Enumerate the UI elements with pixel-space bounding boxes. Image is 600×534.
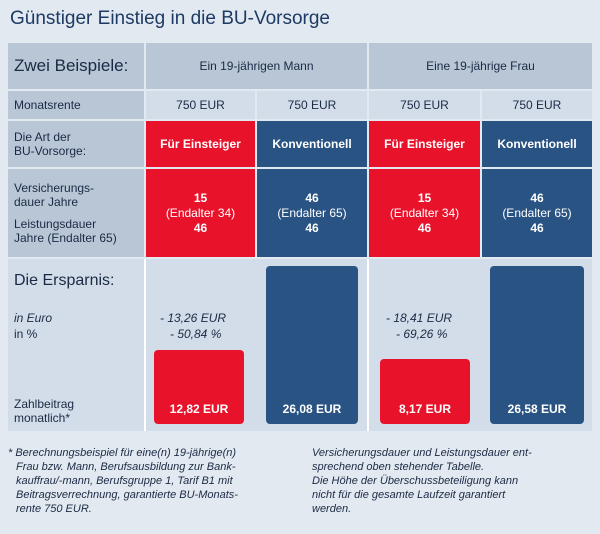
art-label-line: BU-Vorsorge: (14, 144, 87, 158)
footnote-left: * Berechnungsbeispiel für eine(n) 19-jäh… (8, 446, 298, 516)
leistung-value: 46 (530, 220, 544, 235)
art-label-line: Die Art der (14, 130, 71, 144)
ersparnis-woman-euro: - 18,41 EUR (386, 311, 453, 325)
footnote-line: rente 750 EUR. (16, 503, 92, 515)
divider (144, 259, 146, 431)
footnote-line: nicht für die gesamte Laufzeit garantier… (312, 489, 506, 501)
art-cell-einsteiger: Für Einsteiger (146, 121, 255, 167)
footnote-line: Beitragsverrechnung, garantierte BU-Mona… (16, 489, 238, 501)
leistung-value: 46 (305, 220, 319, 235)
zahlbeitrag-label-line: monatlich* (14, 411, 71, 425)
column-header-man: Ein 19-jährigen Mann (146, 43, 367, 89)
footnote-line: sprechend oben stehender Tabelle. (312, 461, 485, 473)
versicherung-value: 15 (417, 190, 432, 205)
ersparnis-woman-pct: - 69,26 % (396, 327, 448, 341)
footnote-line: Versicherungsdauer und Leistungsdauer en… (312, 447, 532, 459)
ersparnis-man-euro: - 13,26 EUR (160, 311, 227, 325)
endalter-value: (Endalter 34) (389, 205, 460, 220)
footnote-line: * Berechnungsbeispiel für eine(n) 19-jäh… (8, 447, 237, 459)
endalter-value: (Endalter 65) (502, 205, 572, 220)
footnote-line: Die Höhe der Überschussbeteiligung kann (312, 475, 519, 487)
art-cell-konventionell: Konventionell (257, 121, 367, 167)
bar-man-konventionell: 26,08 EUR (266, 266, 358, 424)
monatsrente-cell: 750 EUR (482, 91, 592, 119)
column-header-woman: Eine 19-jährige Frau (369, 43, 592, 89)
monatsrente-cell: 750 EUR (369, 91, 480, 119)
dauer-label-line: Versicherungs- (14, 181, 95, 195)
dauer-cell: 15 (Endalter 34) 46 (369, 169, 480, 257)
footnote-line: kauffrau/-mann, Berufsgruppe 1, Tarif B1… (16, 475, 233, 487)
versicherung-value: 15 (193, 190, 208, 205)
bar-woman-einsteiger: 8,17 EUR (380, 359, 470, 424)
monatsrente-label: Monatsrente (8, 91, 144, 119)
versicherung-value: 46 (305, 190, 319, 205)
endalter-value: (Endalter 65) (277, 205, 347, 220)
ersparnis-label-pct: in % (14, 327, 38, 341)
dauer-label: Versicherungs- dauer Jahre Leistungsdaue… (8, 169, 144, 257)
leistung-value: 46 (193, 220, 208, 235)
examples-label: Zwei Beispiele: (8, 43, 144, 89)
footnote-line: werden. (312, 503, 352, 515)
ersparnis-label-euro: in Euro (14, 311, 53, 325)
art-cell-konventionell: Konventionell (482, 121, 592, 167)
dauer-cell: 46 (Endalter 65) 46 (257, 169, 367, 257)
ersparnis-man-pct: - 50,84 % (170, 327, 222, 341)
endalter-value: (Endalter 34) (165, 205, 236, 220)
monatsrente-cell: 750 EUR (146, 91, 255, 119)
footnote-right: Versicherungsdauer und Leistungsdauer en… (312, 446, 594, 516)
footnote-line: Frau bzw. Mann, Berufsausbildung zur Ban… (16, 461, 236, 473)
page-title: Günstiger Einstieg in die BU-Vorsorge (10, 8, 330, 29)
dauer-label-line: dauer Jahre (14, 195, 79, 209)
bar-man-einsteiger: 12,82 EUR (154, 350, 244, 424)
art-cell-einsteiger: Für Einsteiger (369, 121, 480, 167)
dauer-cell: 46 (Endalter 65) 46 (482, 169, 592, 257)
zahlbeitrag-label: Zahlbeitrag monatlich* (14, 397, 74, 425)
art-label: Die Art der BU-Vorsorge: (8, 121, 144, 167)
dauer-cell: 15 (Endalter 34) 46 (146, 169, 255, 257)
dauer-label-line: Jahre (Endalter 65) (14, 231, 117, 245)
zahlbeitrag-label-line: Zahlbeitrag (14, 397, 75, 411)
bar-woman-konventionell: 26,58 EUR (490, 266, 584, 424)
leistung-value: 46 (417, 220, 432, 235)
divider (367, 259, 369, 431)
dauer-label-line: Leistungsdauer (14, 217, 97, 231)
versicherung-value: 46 (530, 190, 544, 205)
monatsrente-cell: 750 EUR (257, 91, 367, 119)
ersparnis-heading: Die Ersparnis: (14, 272, 115, 289)
